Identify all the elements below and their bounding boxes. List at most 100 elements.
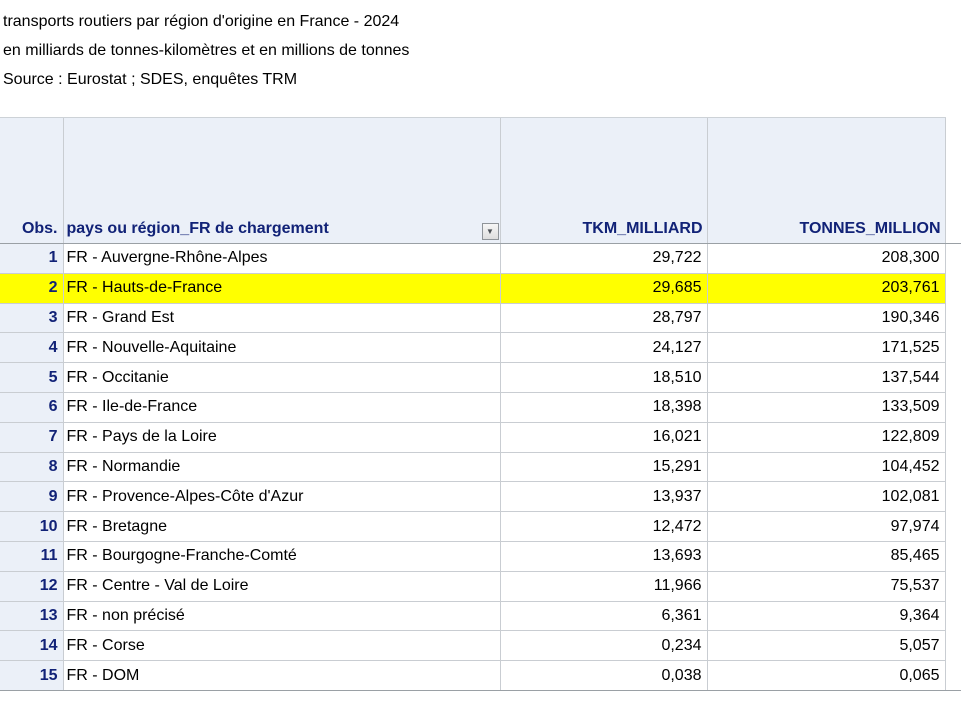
row-number-cell[interactable]: 6: [0, 392, 63, 423]
tkm-value-cell[interactable]: 11,966: [499, 571, 707, 602]
table-row[interactable]: 3 FR - Grand Est 28,797 190,346: [0, 303, 961, 334]
table-row[interactable]: 5 FR - Occitanie 18,510 137,544: [0, 362, 961, 393]
table-row[interactable]: 12 FR - Centre - Val de Loire 11,966 75,537: [0, 571, 961, 602]
filter-dropdown-button[interactable]: ▼: [481, 223, 499, 240]
table-row[interactable]: 4 FR - Nouvelle-Aquitaine 24,127 171,525: [0, 332, 961, 364]
table-row[interactable]: 10 FR - Bretagne 12,472 97,974: [0, 511, 961, 542]
row-number-cell[interactable]: 8: [0, 452, 63, 483]
row-number-cell[interactable]: 4: [0, 332, 63, 364]
table-row[interactable]: 11 FR - Bourgogne-Franche-Comté 13,693 85,4…: [0, 541, 961, 572]
tkm-value-cell[interactable]: 13,693: [499, 541, 707, 572]
region-cell[interactable]: FR - Corse: [62, 630, 500, 662]
tkm-value-cell[interactable]: 18,510: [499, 362, 707, 393]
table-row[interactable]: 8 FR - Normandie 15,291 104,452: [0, 452, 961, 483]
tonnes-value-cell[interactable]: 9,364: [706, 601, 945, 632]
tonnes-value-cell[interactable]: 133,509: [706, 392, 945, 423]
region-cell[interactable]: FR - Normandie: [62, 452, 500, 483]
report-subtitle: en milliards de tonnes-kilomètres et en …: [3, 42, 410, 59]
table-row[interactable]: 9 FR - Provence-Alpes-Côte d'Azur 13,937 10…: [0, 481, 961, 513]
filler-cell: [944, 332, 961, 363]
tkm-value-cell[interactable]: 18,398: [499, 392, 707, 423]
region-cell[interactable]: FR - DOM: [62, 660, 500, 691]
row-number-cell[interactable]: 11: [0, 541, 63, 572]
tkm-value-cell[interactable]: 12,472: [499, 511, 707, 542]
tonnes-value-cell[interactable]: 85,465: [706, 541, 945, 572]
region-cell[interactable]: FR - Auvergne-Rhône-Alpes: [62, 243, 500, 274]
row-number-cell[interactable]: 12: [0, 571, 63, 602]
tonnes-value-cell[interactable]: 97,974: [706, 511, 945, 542]
table-row[interactable]: 15 FR - DOM 0,038 0,065: [0, 660, 961, 691]
filler-cell: [944, 452, 961, 482]
tonnes-value-cell[interactable]: 0,065: [706, 660, 945, 691]
tkm-value-cell[interactable]: 13,937: [499, 481, 707, 513]
table-body: 1 FR - Auvergne-Rhône-Alpes 29,722 208,300 2…: [0, 243, 961, 691]
row-number-cell[interactable]: 2: [0, 273, 63, 304]
table-row[interactable]: 13 FR - non précisé 6,361 9,364: [0, 601, 961, 632]
tkm-value-cell[interactable]: 24,127: [499, 332, 707, 364]
tonnes-value-cell[interactable]: 171,525: [706, 332, 945, 364]
tkm-value-cell[interactable]: 29,685: [499, 273, 707, 304]
filler-cell: [944, 511, 961, 542]
report-titles: transports routiers par région d'origine…: [0, 0, 961, 94]
header-row: Obs. pays ou région_FR de chargement ▼ T…: [0, 117, 961, 244]
chevron-down-icon: ▼: [486, 226, 494, 236]
filler-cell: [944, 601, 961, 631]
tkm-value-cell[interactable]: 0,038: [499, 660, 707, 691]
tonnes-value-cell[interactable]: 102,081: [706, 481, 945, 513]
row-number-cell[interactable]: 3: [0, 303, 63, 334]
row-number-cell[interactable]: 7: [0, 422, 63, 453]
column-header-region: pays ou région_FR de chargement ▼: [62, 117, 500, 244]
row-number-cell[interactable]: 13: [0, 601, 63, 632]
filler-cell: [944, 541, 961, 572]
tonnes-value-cell[interactable]: 208,300: [706, 243, 945, 274]
row-number-cell[interactable]: 14: [0, 630, 63, 662]
tonnes-value-cell[interactable]: 75,537: [706, 571, 945, 602]
region-cell[interactable]: FR - Ile-de-France: [62, 392, 500, 423]
region-cell[interactable]: FR - Bretagne: [62, 511, 500, 542]
filler-cell: [944, 422, 961, 453]
row-number-cell[interactable]: 15: [0, 660, 63, 691]
data-table: Obs. pays ou région_FR de chargement ▼ T…: [0, 117, 961, 691]
table-filler-header: [944, 117, 961, 244]
tkm-value-cell[interactable]: 15,291: [499, 452, 707, 483]
region-cell[interactable]: FR - Centre - Val de Loire: [62, 571, 500, 602]
tonnes-value-cell[interactable]: 104,452: [706, 452, 945, 483]
region-cell[interactable]: FR - Pays de la Loire: [62, 422, 500, 453]
tonnes-value-cell[interactable]: 137,544: [706, 362, 945, 393]
region-cell[interactable]: FR - Provence-Alpes-Côte d'Azur: [62, 481, 500, 513]
row-number-cell[interactable]: 5: [0, 362, 63, 393]
filler-cell: [944, 243, 961, 274]
filler-cell: [944, 273, 961, 304]
region-cell[interactable]: FR - Grand Est: [62, 303, 500, 334]
row-number-cell[interactable]: 9: [0, 481, 63, 513]
table-row[interactable]: 2 FR - Hauts-de-France 29,685 203,761: [0, 273, 961, 304]
tkm-value-cell[interactable]: 28,797: [499, 303, 707, 334]
filler-cell: [944, 392, 961, 423]
table-row[interactable]: 6 FR - Ile-de-France 18,398 133,509: [0, 392, 961, 423]
tkm-value-cell[interactable]: 16,021: [499, 422, 707, 453]
tonnes-value-cell[interactable]: 190,346: [706, 303, 945, 334]
table-row[interactable]: 1 FR - Auvergne-Rhône-Alpes 29,722 208,300: [0, 243, 961, 274]
tonnes-value-cell[interactable]: 122,809: [706, 422, 945, 453]
region-cell[interactable]: FR - Occitanie: [62, 362, 500, 393]
row-number-cell[interactable]: 10: [0, 511, 63, 542]
filler-cell: [944, 481, 961, 512]
column-header-region-label: pays ou région_FR de chargement: [66, 220, 329, 237]
tonnes-value-cell[interactable]: 5,057: [706, 630, 945, 662]
region-cell[interactable]: FR - Hauts-de-France: [62, 273, 500, 304]
column-header-tkm: TKM_MILLIARD: [499, 117, 707, 244]
tkm-value-cell[interactable]: 0,234: [499, 630, 707, 662]
filler-cell: [944, 571, 961, 602]
table-row[interactable]: 7 FR - Pays de la Loire 16,021 122,809: [0, 422, 961, 453]
row-number-cell[interactable]: 1: [0, 243, 63, 274]
filler-cell: [944, 362, 961, 393]
region-cell[interactable]: FR - Bourgogne-Franche-Comté: [62, 541, 500, 572]
region-cell[interactable]: FR - Nouvelle-Aquitaine: [62, 332, 500, 364]
table-row[interactable]: 14 FR - Corse 0,234 5,057: [0, 630, 961, 662]
tkm-value-cell[interactable]: 29,722: [499, 243, 707, 274]
column-header-obs: Obs.: [0, 117, 63, 244]
tonnes-value-cell[interactable]: 203,761: [706, 273, 945, 304]
filler-cell: [944, 630, 961, 661]
tkm-value-cell[interactable]: 6,361: [499, 601, 707, 632]
region-cell[interactable]: FR - non précisé: [62, 601, 500, 632]
